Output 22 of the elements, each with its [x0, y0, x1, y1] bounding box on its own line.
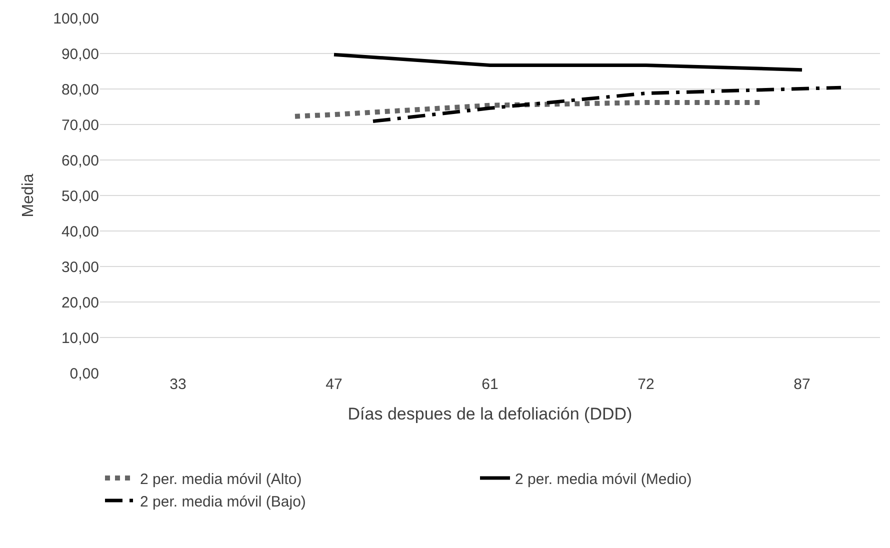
x-axis-title: Días despues de la defoliación (DDD) [348, 404, 632, 424]
y-tick-label: 50,00 [61, 188, 99, 205]
legend-label: 2 per. media móvil (Bajo) [140, 493, 306, 510]
line-series [371, 86, 843, 124]
legend-label: 2 per. media móvil (Medio) [515, 470, 692, 488]
y-tick-label: 70,00 [61, 116, 99, 134]
y-tick-label: 60,00 [61, 152, 99, 170]
y-tick-label: 90,00 [61, 46, 99, 63]
y-tick-label: 40,00 [61, 223, 99, 240]
y-axis-title: Media [20, 174, 38, 218]
x-tick-label: 47 [326, 376, 342, 393]
x-tick-label: 61 [482, 376, 498, 393]
y-tick-label: 100,00 [53, 10, 99, 28]
y-tick-label: 80,00 [61, 81, 99, 98]
y-tick-label: 10,00 [61, 330, 99, 347]
y-tick-label: 30,00 [61, 258, 99, 276]
x-tick-label: 33 [170, 376, 186, 393]
x-tick-label: 72 [638, 376, 654, 393]
x-tick-label: 87 [794, 376, 810, 393]
y-tick-label: 0,00 [70, 365, 99, 382]
y-tick-label: 20,00 [61, 294, 99, 312]
legend-label: 2 per. media móvil (Alto) [140, 470, 302, 488]
